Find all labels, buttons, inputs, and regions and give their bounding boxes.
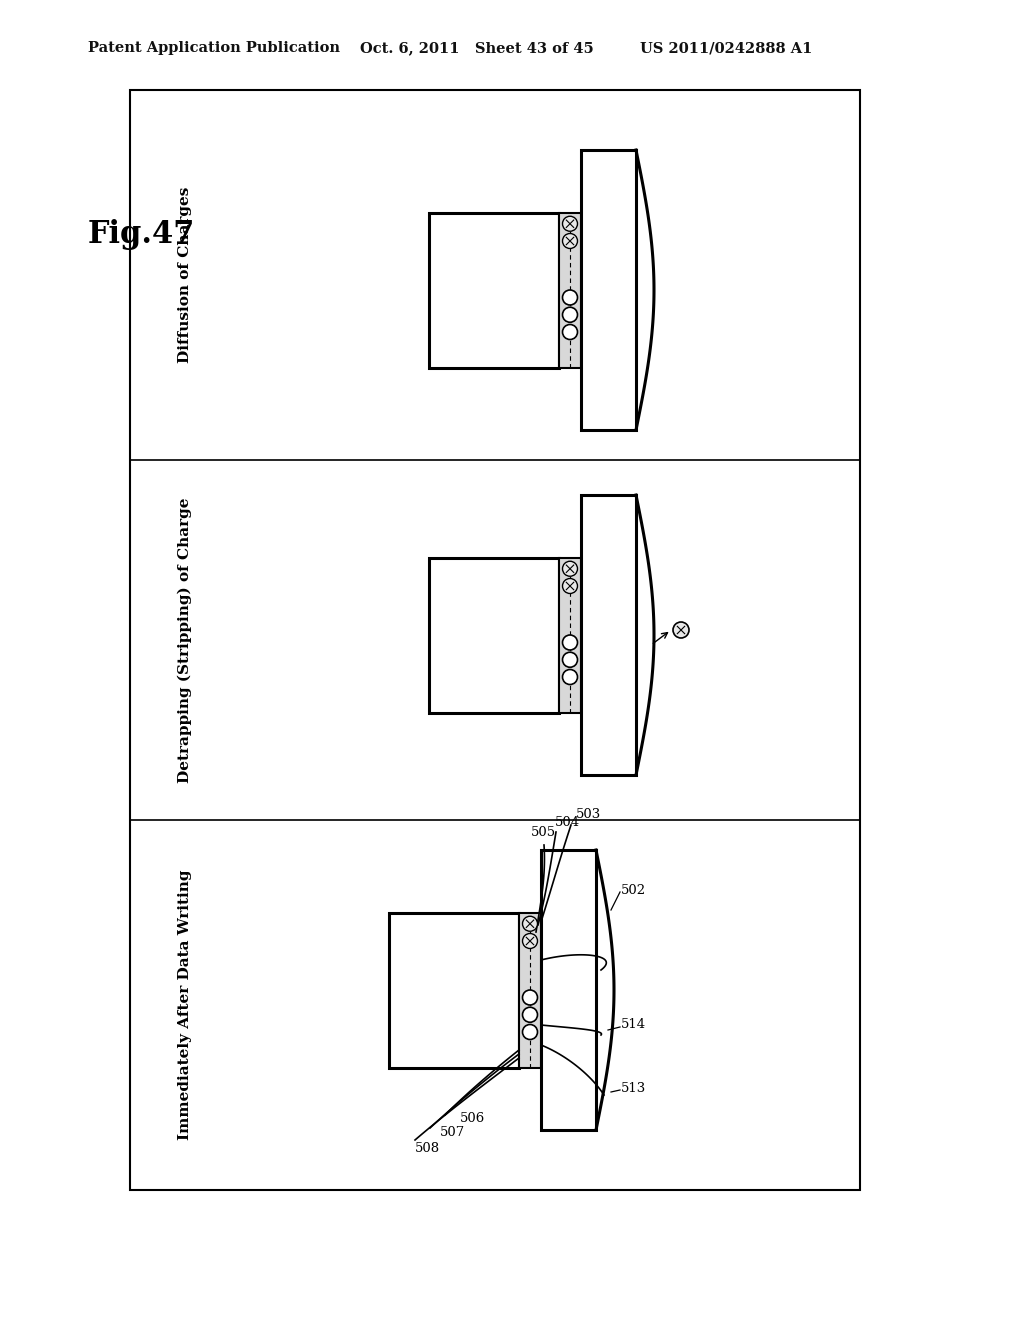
Circle shape — [562, 578, 578, 594]
Circle shape — [522, 1007, 538, 1022]
Bar — [559, 213, 581, 367]
Bar — [581, 150, 636, 430]
Text: 508: 508 — [415, 1142, 440, 1155]
Text: Patent Application Publication: Patent Application Publication — [88, 41, 340, 55]
Circle shape — [562, 216, 578, 231]
Bar — [130, 90, 860, 1191]
Text: 506: 506 — [460, 1111, 485, 1125]
Circle shape — [562, 669, 578, 685]
Circle shape — [673, 622, 689, 638]
Circle shape — [562, 652, 578, 667]
Circle shape — [562, 561, 578, 577]
Text: 502: 502 — [621, 883, 646, 896]
Bar — [429, 557, 559, 713]
Text: Diffusion of Charges: Diffusion of Charges — [178, 187, 193, 363]
Circle shape — [522, 933, 538, 949]
Circle shape — [522, 916, 538, 931]
Circle shape — [562, 635, 578, 649]
Text: 507: 507 — [440, 1126, 465, 1139]
Bar — [541, 850, 596, 1130]
Text: Detrapping (Stripping) of Charge: Detrapping (Stripping) of Charge — [178, 498, 193, 783]
Circle shape — [562, 325, 578, 339]
Text: 505: 505 — [531, 825, 556, 838]
Circle shape — [562, 290, 578, 305]
Text: 513: 513 — [621, 1081, 646, 1094]
Text: 514: 514 — [621, 1019, 646, 1031]
Circle shape — [522, 990, 538, 1005]
Text: 504: 504 — [555, 817, 581, 829]
Bar — [429, 213, 559, 367]
Text: US 2011/0242888 A1: US 2011/0242888 A1 — [640, 41, 812, 55]
Circle shape — [522, 1024, 538, 1040]
Text: Fig.47: Fig.47 — [88, 219, 196, 251]
Text: Oct. 6, 2011   Sheet 43 of 45: Oct. 6, 2011 Sheet 43 of 45 — [360, 41, 594, 55]
Text: 503: 503 — [575, 808, 601, 821]
Circle shape — [562, 308, 578, 322]
Bar — [519, 912, 541, 1068]
Text: Immediately After Data Writing: Immediately After Data Writing — [178, 870, 193, 1140]
Circle shape — [562, 234, 578, 248]
Bar — [581, 495, 636, 775]
Bar — [559, 557, 581, 713]
Bar — [389, 912, 519, 1068]
